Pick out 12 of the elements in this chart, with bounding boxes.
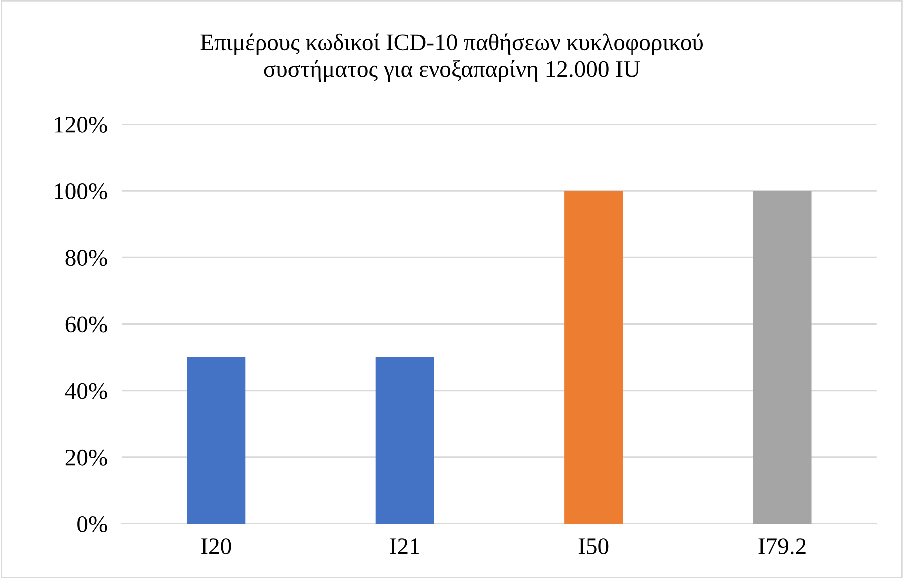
x-tick-label: I79.2 bbox=[758, 538, 806, 555]
x-tick-label: I21 bbox=[390, 538, 420, 554]
y-tick-label: 100% bbox=[55, 184, 108, 200]
y-tick-label: 60% bbox=[66, 316, 108, 333]
y-tick-label: 20% bbox=[66, 450, 108, 466]
y-tick-label: 120% bbox=[55, 116, 108, 133]
chart-title: Επιμέρους κωδικοί ICD-10 παθήσεων κυκλοφορικού συστήματος για ενοξαπαρίνη 12.000 IU bbox=[200, 34, 703, 82]
x-tick-label: I50 bbox=[578, 538, 609, 554]
y-tick-label: 0% bbox=[78, 516, 108, 532]
y-tick-label: 80% bbox=[66, 250, 108, 266]
y-tick-label: 40% bbox=[65, 383, 108, 400]
x-tick-label: I20 bbox=[202, 538, 232, 554]
